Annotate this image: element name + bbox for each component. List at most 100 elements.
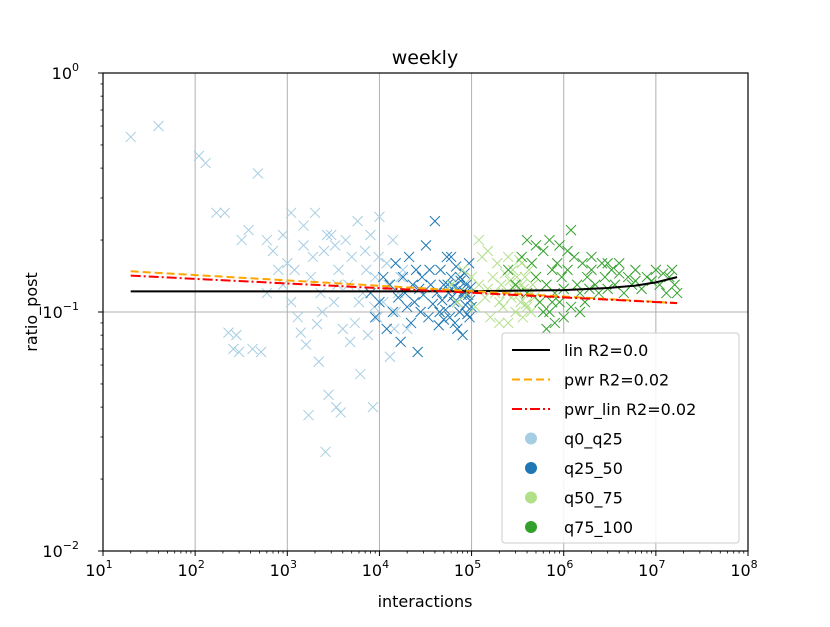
y-tick-exponent: −1	[63, 300, 79, 313]
data-point	[520, 298, 532, 310]
legend-label: q50_75	[564, 489, 623, 509]
data-point	[420, 240, 432, 251]
y-tick-exponent: −2	[63, 539, 79, 552]
data-point	[125, 131, 137, 143]
legend-label: pwr_lin R2=0.02	[564, 400, 696, 420]
data-point	[415, 306, 426, 318]
data-point	[267, 245, 279, 257]
data-point	[321, 229, 333, 241]
data-point	[349, 317, 361, 329]
data-point	[289, 264, 300, 276]
data-point	[409, 296, 420, 308]
fit-line-pwr_lin R2=0.02	[130, 274, 678, 305]
data-point	[669, 279, 681, 291]
data-point	[340, 234, 352, 246]
data-point	[300, 339, 312, 351]
data-point	[602, 257, 614, 269]
data-point	[454, 306, 465, 318]
data-point	[354, 368, 366, 380]
data-point	[346, 251, 358, 263]
data-point	[449, 317, 461, 329]
data-point	[504, 275, 516, 287]
x-tick-exponent: 6	[566, 558, 573, 571]
fit-lines	[130, 270, 678, 305]
x-axis-title: interactions	[378, 592, 473, 611]
data-point	[521, 234, 533, 246]
data-point	[495, 279, 507, 291]
data-point	[377, 296, 389, 308]
data-point	[546, 296, 558, 308]
data-point	[613, 257, 625, 269]
data-point	[577, 257, 588, 269]
data-point	[307, 251, 319, 263]
data-point	[650, 264, 662, 276]
data-point	[252, 168, 264, 179]
data-point	[277, 229, 289, 241]
data-point	[487, 271, 499, 283]
data-point	[373, 251, 384, 263]
data-point	[403, 251, 415, 263]
data-point	[330, 401, 342, 413]
data-point	[365, 287, 376, 299]
data-point	[442, 279, 454, 291]
fit-line-lin R2=0.0	[130, 276, 678, 293]
data-point	[502, 251, 514, 263]
data-point	[510, 279, 521, 291]
data-point	[558, 283, 570, 295]
data-point	[551, 257, 563, 269]
data-point	[517, 311, 529, 323]
data-point	[362, 329, 374, 341]
data-point	[295, 327, 307, 338]
data-point	[507, 264, 519, 276]
data-point	[337, 323, 349, 335]
data-point	[427, 298, 439, 310]
data-point	[233, 346, 245, 358]
data-point	[546, 264, 558, 276]
data-point	[381, 257, 393, 269]
data-point	[435, 264, 446, 276]
data-point	[544, 234, 555, 246]
legend: lin R2=0.0 pwr R2=0.02 pwr_lin R2=0.02 q0_q…	[501, 332, 740, 544]
data-point	[285, 207, 297, 219]
data-point	[515, 296, 526, 308]
data-point	[497, 301, 509, 313]
data-point	[565, 224, 577, 236]
data-point	[273, 264, 284, 276]
series-q25_50	[365, 215, 477, 358]
data-point	[554, 240, 565, 251]
data-point	[473, 279, 485, 291]
data-point	[613, 268, 625, 279]
data-point	[586, 264, 597, 276]
data-point	[352, 215, 363, 227]
data-point	[450, 261, 462, 272]
data-point	[556, 271, 568, 283]
data-point	[359, 245, 371, 257]
data-point	[323, 389, 334, 401]
data-point	[412, 346, 424, 358]
data-point	[562, 264, 573, 276]
data-point	[448, 296, 460, 308]
legend-box	[501, 332, 740, 544]
data-point	[457, 264, 468, 276]
data-point	[405, 317, 417, 329]
data-point	[565, 301, 577, 313]
y-axis-title: ratio_post	[22, 272, 42, 351]
data-point	[395, 336, 407, 348]
data-point	[384, 351, 396, 363]
data-point	[309, 207, 321, 219]
x-tick-exponent: 7	[659, 558, 666, 571]
data-point	[397, 271, 409, 283]
data-point	[466, 301, 477, 313]
data-point	[485, 311, 496, 323]
data-point	[429, 215, 441, 227]
data-point	[641, 271, 653, 283]
data-point	[401, 323, 413, 335]
data-point	[392, 292, 404, 303]
data-point	[377, 271, 389, 283]
data-point	[305, 271, 317, 283]
data-point	[593, 287, 605, 299]
x-tick-exponent: 1	[106, 558, 113, 571]
chart-title: weekly	[392, 47, 458, 69]
data-point	[502, 264, 514, 276]
